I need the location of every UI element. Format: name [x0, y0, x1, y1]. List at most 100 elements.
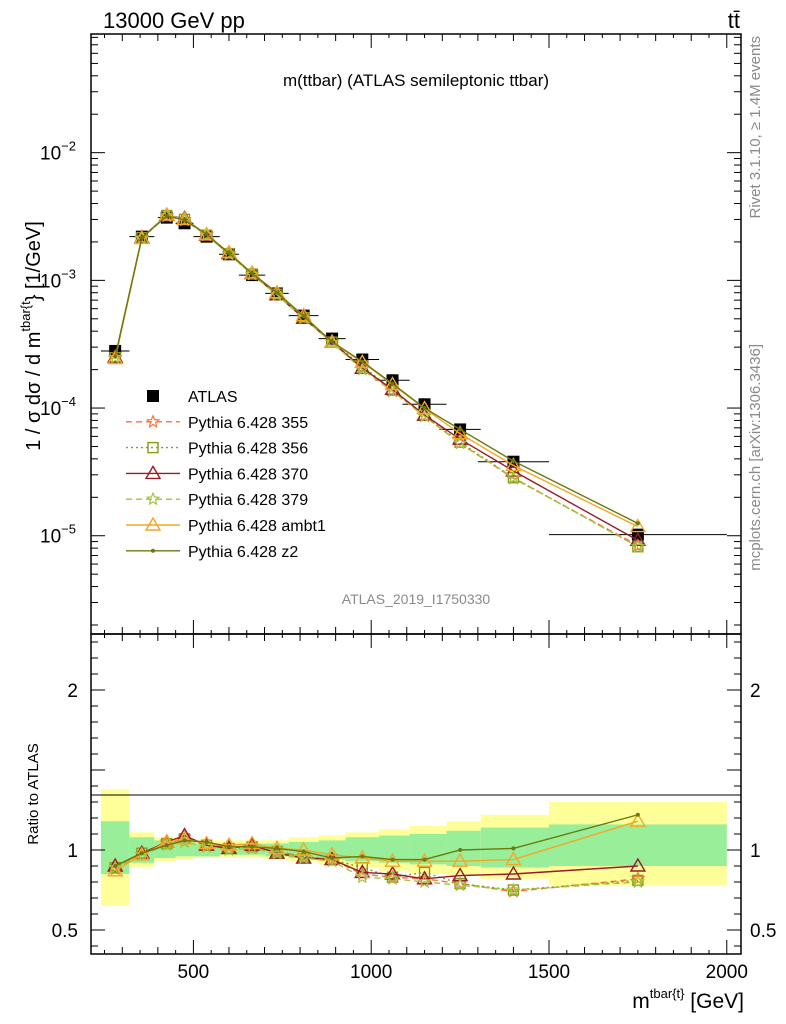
ratio-point: [416, 870, 433, 885]
ratio-point: [355, 869, 370, 884]
legend-marker: [145, 491, 161, 506]
legend-item: Pythia 6.428 ambt1: [126, 516, 326, 535]
main-point: [360, 359, 365, 364]
header-right: tt̄: [728, 8, 740, 33]
legend-label: Pythia 6.428 370: [188, 466, 308, 483]
main-point: [301, 314, 306, 319]
main-series-6: [113, 213, 640, 526]
ratio-point: [511, 846, 516, 851]
main-point: [324, 335, 340, 349]
ratio-point: [506, 882, 521, 897]
ratio-point: [182, 838, 187, 843]
main-point: [268, 286, 286, 301]
ratio-series-5: [113, 812, 640, 868]
ratio-point: [106, 862, 124, 877]
x-axis-label: mtbar{t} [GeV]: [632, 986, 744, 1013]
x-axis-label-sup: tbar{t}: [650, 986, 685, 1001]
main-point: [164, 213, 169, 218]
x-axis-label-main: m: [632, 990, 650, 1013]
main-point: [417, 408, 432, 423]
main-point: [416, 400, 433, 415]
main-point: [384, 376, 401, 391]
svg-text:1 / σ dσ / d mtbar{t} [1/GeV]: 1 / σ dσ / d mtbar{t} [1/GeV]: [18, 221, 45, 451]
ratio-point: [330, 856, 335, 860]
main-point: [295, 307, 312, 322]
main-point: [268, 284, 286, 299]
ratio-point: [384, 865, 401, 880]
main-point: [182, 217, 187, 222]
main-y-axis-label: 1 / σ dσ / d mtbar{t} [1/GeV]: [18, 221, 45, 451]
ratio-point: [451, 852, 469, 867]
legend-marker: [147, 441, 159, 454]
ratio-ytick-label-left: 0.5: [52, 921, 78, 942]
main-point: [635, 521, 640, 526]
ratio-point: [385, 871, 400, 885]
header-left: 13000 GeV pp: [103, 8, 245, 33]
ratio-ytick-label-right: 2: [750, 681, 761, 702]
main-point: [199, 227, 214, 242]
ratio-point: [452, 877, 468, 892]
main-point: [113, 354, 118, 359]
main-point: [422, 406, 427, 411]
legend: ATLAS Pythia 6.428 355 Pythia 6.428 356 Pyt…: [126, 389, 326, 561]
legend-label: ATLAS: [188, 389, 238, 406]
rivet-version-text: Rivet 3.1.10, ≥ 1.4M events: [747, 36, 764, 219]
mcplots-reference-text: mcplots.cern.ch [arXiv:1306.3436]: [747, 344, 764, 571]
ratio-point: [139, 851, 144, 856]
main-point: [106, 350, 124, 365]
ratio-point: [630, 874, 646, 889]
legend-label: Pythia 6.428 ambt1: [188, 518, 326, 535]
main-point: [629, 531, 647, 547]
ratio-point: [269, 845, 285, 860]
xtick-label: 500: [178, 962, 210, 983]
xtick-label: 2000: [706, 962, 748, 983]
ratio-band-stat: [318, 840, 346, 860]
ratio-plot-panel: 500 1000 1500 2000 0.5 0.5 1 1 2 2 Ratio to ATLA…: [25, 633, 776, 1013]
ratio-point: [505, 851, 522, 866]
main-y-axis-label-sup: tbar{t: [18, 301, 33, 332]
ratio-point: [176, 830, 193, 845]
main-ytick-label: 10−4: [40, 394, 76, 420]
ratio-point: [164, 843, 169, 848]
ratio-point: [629, 857, 647, 872]
xtick-label: 1500: [528, 962, 570, 983]
main-point: [390, 381, 395, 386]
main-ytick-label: 10−2: [40, 139, 76, 165]
main-point: [133, 230, 151, 245]
ratio-series-line-5: [114, 814, 639, 867]
main-point: [176, 211, 193, 226]
ratio-series-line-1: [114, 838, 638, 891]
legend-item: Pythia 6.428 379: [126, 491, 308, 509]
ratio-point: [301, 849, 306, 854]
ratio-point: [220, 836, 238, 851]
main-point: [250, 271, 255, 276]
ratio-point: [268, 840, 286, 855]
main-y-axis-label-main: 1 / σ dσ / d m: [23, 332, 45, 451]
main-point: [505, 457, 522, 472]
main-point: [629, 518, 647, 533]
main-point: [458, 427, 463, 432]
legend-label: Pythia 6.428 355: [188, 415, 308, 432]
ratio-point: [417, 874, 432, 889]
legend-label: Pythia 6.428 379: [188, 492, 308, 509]
main-plot-title: m(ttbar) (ATLAS semileptonic ttbar): [283, 71, 549, 90]
ratio-point: [221, 842, 237, 857]
ratio-point: [204, 840, 209, 844]
ratio-point: [113, 864, 118, 868]
ratio-ytick-label-left: 1: [67, 841, 78, 862]
main-point: [452, 435, 468, 450]
ratio-plot-frame: [90, 633, 742, 955]
main-point: [243, 264, 261, 279]
legend-marker: [145, 414, 161, 428]
ratio-point: [295, 841, 312, 856]
main-point: [630, 539, 646, 553]
main-point: [354, 353, 371, 369]
main-point: [158, 206, 175, 221]
ratio-band-stat: [175, 842, 194, 857]
main-point: [108, 350, 123, 364]
ratio-point: [226, 844, 231, 849]
main-point: [511, 458, 516, 463]
legend-item: Pythia 6.428 355: [126, 414, 308, 432]
ratio-point: [635, 812, 640, 817]
